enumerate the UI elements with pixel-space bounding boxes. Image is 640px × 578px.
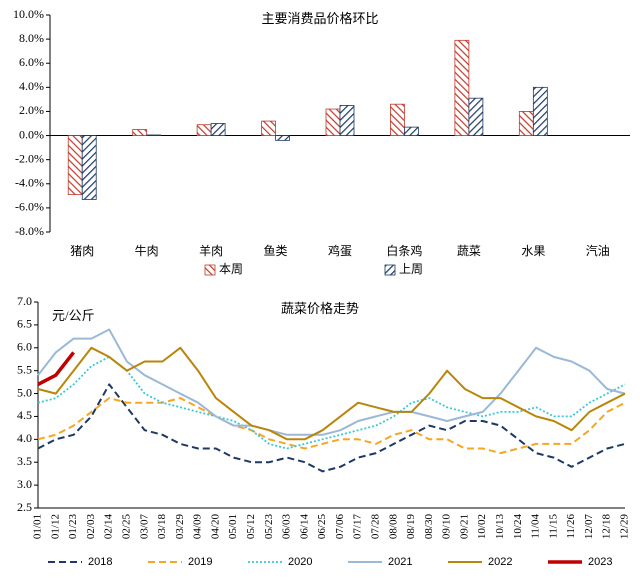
x-tick-label: 07/28 (370, 514, 382, 540)
x-tick-label: 12/29 (619, 514, 631, 540)
y-tick-label: 0.0% (19, 127, 44, 141)
x-tick-label: 09/10 (441, 514, 453, 540)
x-tick-label: 10/24 (512, 514, 524, 540)
x-tick-label: 08/08 (387, 514, 399, 540)
y-tick-label: 4.0% (19, 79, 44, 93)
bar (275, 135, 290, 141)
x-tick-label: 汽油 (586, 243, 610, 258)
chart-title: 蔬菜价格走势 (281, 301, 359, 316)
legend-label: 本周 (219, 262, 243, 276)
x-tick-label: 04/09 (192, 514, 204, 540)
y-tick-label: 2.5 (17, 500, 32, 514)
line-series (37, 328, 626, 436)
y-tick-label: 8.0% (19, 31, 44, 45)
bar (339, 105, 355, 136)
y-tick-label: -2.0% (15, 151, 44, 165)
x-tick-label: 02/25 (120, 514, 132, 540)
legend-label: 2021 (388, 556, 412, 568)
x-tick-label: 猪肉 (70, 244, 94, 258)
x-tick-label: 鸡蛋 (328, 243, 352, 258)
y-tick-label: 2.0% (19, 103, 44, 117)
x-tick-label: 07/17 (352, 514, 364, 540)
x-tick-label: 01/23 (67, 514, 79, 540)
bar (325, 108, 341, 136)
chart-title: 主要消费品价格环比 (261, 11, 378, 26)
x-tick-label: 鱼类 (264, 244, 288, 258)
x-tick-label: 03/29 (174, 514, 186, 540)
x-tick-label: 06/03 (281, 514, 293, 540)
bar (81, 135, 97, 200)
y-tick-label: -4.0% (15, 176, 44, 190)
x-tick-label: 11/15 (547, 514, 559, 539)
x-tick-label: 01/12 (49, 514, 61, 539)
y-tick-label: 4.0 (17, 431, 32, 445)
legend-label: 2019 (188, 556, 212, 568)
y-tick-label: 6.5 (17, 317, 32, 331)
x-tick-label: 02/14 (103, 514, 115, 540)
y-tick-label: -8.0% (15, 224, 44, 238)
x-tick-label: 02/03 (85, 514, 97, 540)
x-tick-label: 03/18 (156, 514, 168, 540)
legend-label: 2023 (588, 556, 612, 568)
y-tick-label: 6.0% (19, 55, 44, 69)
bar (404, 126, 419, 136)
x-tick-label: 牛肉 (135, 243, 159, 258)
bar (132, 129, 148, 136)
bar (146, 134, 162, 136)
bar (196, 124, 212, 136)
bar (454, 39, 470, 136)
bar (468, 97, 484, 136)
x-tick-label: 12/18 (601, 514, 613, 540)
x-tick-label: 羊肉 (199, 243, 223, 258)
x-tick-label: 蔬菜 (457, 244, 481, 258)
legend-swatch (204, 264, 216, 276)
legend-label: 2022 (488, 556, 512, 568)
bar (532, 86, 548, 136)
x-tick-label: 01/01 (32, 514, 44, 539)
y-tick-label: 3.0 (17, 477, 32, 491)
y-tick-label: -6.0% (15, 200, 44, 214)
legend-label: 2018 (88, 556, 112, 568)
bar (67, 135, 83, 196)
x-tick-label: 11/04 (530, 514, 542, 539)
x-tick-label: 07/06 (334, 514, 346, 540)
x-tick-label: 水果 (521, 244, 545, 258)
legend-label: 2020 (288, 556, 312, 568)
x-tick-label: 06/14 (298, 514, 310, 540)
x-tick-label: 04/20 (209, 514, 221, 540)
bar (390, 103, 405, 136)
x-tick-label: 09/21 (458, 514, 470, 539)
x-tick-label: 05/12 (245, 514, 257, 539)
y-tick-label: 7.0 (17, 294, 32, 308)
line-series (37, 351, 75, 386)
y-tick-label: 5.0 (17, 385, 32, 399)
bar (261, 120, 276, 136)
y-tick-label: 6.0 (17, 340, 32, 354)
y-tick-label: 4.5 (17, 408, 32, 422)
line-series (37, 383, 626, 473)
line-series (37, 346, 626, 441)
x-tick-label: 10/13 (494, 514, 506, 540)
x-tick-label: 06/25 (316, 514, 328, 540)
x-tick-label: 11/26 (565, 514, 577, 539)
y-tick-label: 10.0% (13, 7, 44, 21)
x-tick-label: 05/01 (227, 514, 239, 539)
legend-label: 上周 (399, 262, 423, 276)
bar (210, 123, 226, 136)
legend-swatch (384, 264, 396, 276)
x-tick-label: 12/07 (583, 514, 595, 540)
x-tick-label: 10/02 (476, 514, 488, 539)
x-tick-label: 08/19 (405, 514, 417, 540)
x-tick-label: 08/30 (423, 514, 435, 540)
bar (518, 111, 534, 136)
x-tick-label: 白条鸡 (386, 243, 422, 258)
y-tick-label: 5.5 (17, 362, 32, 376)
y-axis-label: 元/公斤 (52, 308, 95, 323)
line-series (37, 397, 626, 455)
x-tick-label: 05/23 (263, 514, 275, 540)
y-tick-label: 3.5 (17, 454, 32, 468)
x-tick-label: 03/07 (138, 514, 150, 540)
